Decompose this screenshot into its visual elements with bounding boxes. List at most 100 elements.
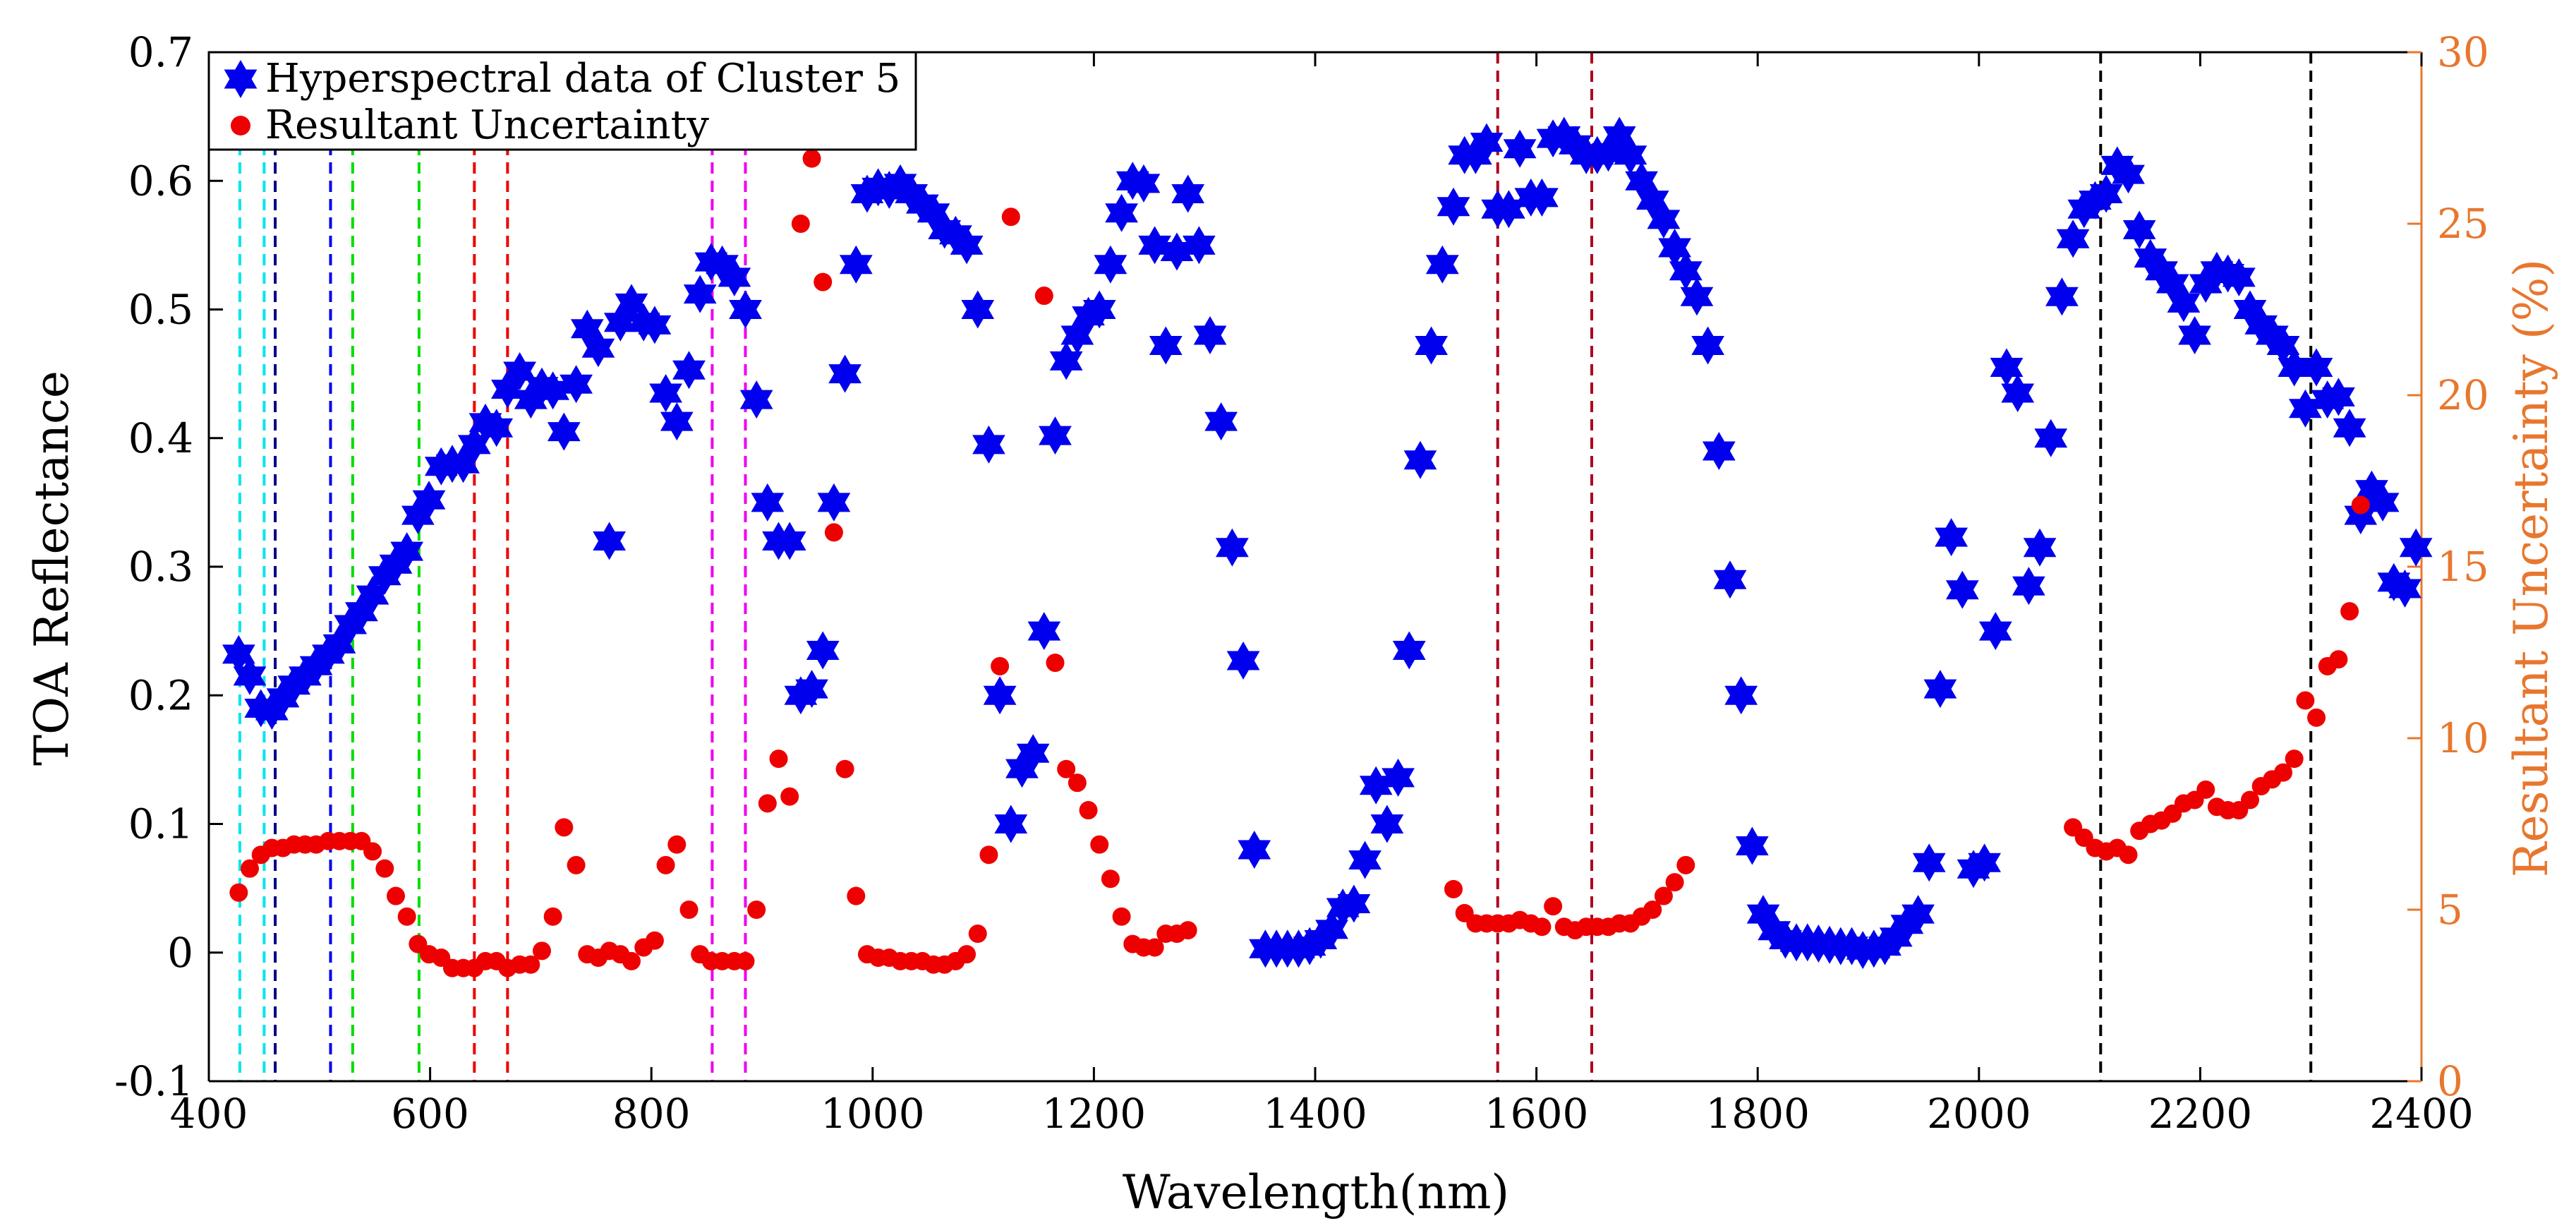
reflectance-point-39 [660,402,694,441]
x-tick-label-1: 600 [391,1090,469,1138]
y-tick-label-right-5: 25 [2437,200,2489,248]
reflectance-point-155 [1945,570,1979,609]
reflectance-point-79 [1105,193,1138,232]
y-tick-label-right-1: 5 [2437,886,2463,934]
uncertainty-point-28 [543,907,562,926]
uncertainty-point-50 [791,215,810,233]
reflectance-point-47 [751,483,785,522]
uncertainty-point-55 [847,886,866,905]
legend-marker-reflectance [224,60,258,98]
reflectance-point-91 [1238,831,1271,869]
reflectance-point-165 [2056,219,2090,258]
reflectance-point-82 [1138,226,1171,265]
reflectance-point-112 [1470,123,1504,162]
legend-hexagram [224,60,258,98]
reflectance-point-68 [983,676,1017,715]
reflectance-point-87 [1193,316,1227,354]
uncertainty-point-29 [555,818,574,837]
reflectance-point-32 [581,329,615,368]
x-tick-label-4: 1200 [1042,1090,1147,1138]
reflectance-point-136 [1736,826,1769,865]
uncertainty-point-132 [2351,495,2370,514]
reflectance-point-153 [1923,670,1957,709]
uncertainty-point-68 [991,656,1010,675]
uncertainty-point-67 [979,845,998,865]
reflectance-point-196 [2399,528,2433,567]
reflectance-point-38 [649,374,682,412]
uncertainty-point-45 [736,951,755,970]
reflectance-point-132 [1691,326,1724,365]
uncertainty-point-70 [1034,287,1053,306]
reflectance-point-130 [1669,251,1703,290]
uncertainty-point-105 [1676,855,1695,874]
reflectance-point-151 [1901,895,1935,934]
reflectance-point-69 [994,805,1028,843]
uncertainty-point-49 [780,787,799,806]
reflectance-point-134 [1713,560,1747,599]
reflectance-point-106 [1403,440,1437,479]
legend-label-reflectance: Hyperspectral data of Cluster 5 [265,56,900,102]
reflectance-point-52 [806,631,840,670]
uncertainty-point-131 [2340,602,2359,621]
legend-box [207,51,917,151]
reflectance-point-54 [828,354,861,393]
reflectance-point-152 [1912,843,1946,882]
uncertainty-point-72 [1057,759,1076,778]
x-tick-label-9: 2200 [2148,1090,2253,1138]
uncertainty-point-65 [957,945,976,964]
x-tick-label-3: 1000 [821,1090,925,1138]
reflectance-point-29 [547,412,581,451]
x-tick-label-10: 2400 [2369,1090,2474,1138]
reflectance-point-108 [1425,245,1459,284]
reflectance-point-83 [1149,326,1183,365]
reflectance-point-30 [560,365,593,404]
uncertainty-point-84 [1444,879,1463,898]
reflectance-point-180 [2222,258,2256,296]
legend-label-uncertainty: Resultant Uncertainty [265,102,709,148]
y-tick-label-left-4: 0.3 [128,543,193,591]
reflectance-point-193 [2366,483,2400,522]
reflectance-point-81 [1127,164,1161,203]
reflectance-point-72 [1027,612,1061,651]
reflectance-point-190 [2333,409,2366,447]
reflectance-point-23 [480,409,514,447]
reflectance-point-159 [1990,348,2024,387]
uncertainty-point-51 [802,149,821,168]
y-tick-label-right-6: 30 [2437,28,2489,76]
uncertainty-point-66 [968,925,987,944]
reflectance-point-128 [1647,200,1681,239]
uncertainty-point-111 [2119,845,2138,865]
y-tick-label-left-0: -0.1 [114,1057,193,1105]
uncertainty-point-75 [1090,835,1109,854]
y-tick-label-left-2: 0.1 [128,800,193,848]
reflectance-point-109 [1437,187,1470,226]
x-tick-label-5: 1400 [1263,1090,1367,1138]
reflectance-point-46 [739,380,773,419]
uncertainty-point-54 [835,759,854,778]
reflectance-point-15 [390,532,424,571]
reflectance-point-100 [1337,884,1371,923]
reflectance-point-115 [1503,129,1537,168]
reflectance-point-53 [817,483,851,522]
reflectance-point-114 [1492,190,1525,229]
reflectance-point-41 [683,275,717,313]
reflectance-point-103 [1370,805,1404,843]
uncertainty-point-118 [2196,780,2215,799]
reflectance-point-176 [2178,316,2211,354]
reflectance-point-131 [1680,277,1714,316]
reflectance-point-160 [2001,374,2035,412]
uncertainty-point-1 [241,859,260,878]
uncertainty-point-35 [622,951,641,970]
reflectance-point-74 [1049,342,1083,380]
reflectance-point-84 [1160,232,1194,271]
y-axis-title-right: Resultant Uncertainty (%) [2504,259,2558,877]
reflectance-point-163 [2034,419,2068,457]
reflectance-point-107 [1415,326,1448,365]
reflectance-point-71 [1016,734,1050,773]
reflectance-point-105 [1392,631,1426,670]
uncertainty-point-53 [824,523,843,542]
reflectance-point-195 [2388,570,2421,608]
reflectance-point-33 [593,522,626,560]
reflectance-point-73 [1039,416,1072,455]
